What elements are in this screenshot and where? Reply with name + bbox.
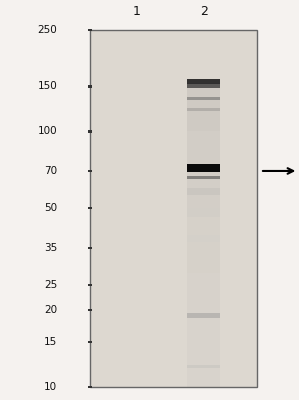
Text: 250: 250 [37,25,57,35]
Bar [187,235,220,242]
Bar [187,272,220,310]
Bar [88,85,92,88]
Bar [187,365,220,368]
Text: 150: 150 [37,82,57,92]
Bar [187,208,220,217]
Bar [187,310,220,387]
Bar [90,30,257,387]
Text: 50: 50 [44,203,57,213]
Bar [88,207,92,210]
Bar [88,386,92,388]
Bar [187,132,220,171]
Text: 100: 100 [38,126,57,136]
Bar [187,164,220,172]
Text: 20: 20 [44,305,57,315]
Text: 25: 25 [44,280,57,290]
Bar [187,208,220,272]
Bar [187,96,220,100]
Bar [187,79,220,84]
Text: 1: 1 [133,5,141,18]
Text: 35: 35 [44,243,57,253]
Text: 2: 2 [200,5,208,18]
Text: 70: 70 [44,166,57,176]
Text: 15: 15 [44,337,57,347]
Text: 10: 10 [44,382,57,392]
Bar [88,130,92,133]
Bar [88,29,92,31]
Bar [187,188,220,195]
Bar [88,309,92,311]
Bar [88,284,92,286]
Bar [187,84,220,88]
Bar [187,313,220,318]
Bar [88,247,92,249]
Bar [88,170,92,172]
Bar [88,340,92,343]
Bar [187,171,220,208]
Bar [187,108,220,111]
Bar [187,83,220,132]
Bar [187,176,220,180]
